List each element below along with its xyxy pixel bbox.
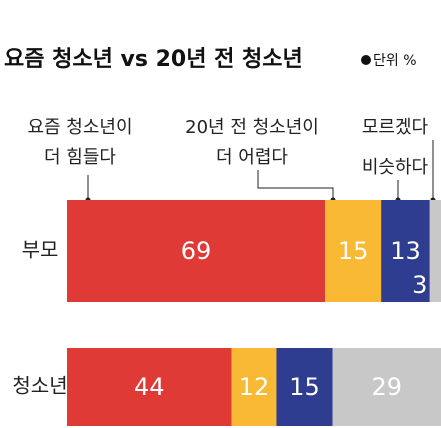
value-label: 3 [412, 271, 427, 299]
unit-dot [361, 55, 371, 65]
bar-segment [231, 348, 277, 426]
value-label: 69 [181, 237, 212, 265]
value-label: 12 [239, 373, 270, 401]
value-label: 29 [371, 373, 402, 401]
bar-segment [332, 348, 441, 426]
value-label: 15 [289, 373, 320, 401]
bar-segment [325, 200, 382, 302]
bar-segment [67, 200, 326, 302]
legend-label: 모르겠다 [362, 117, 429, 138]
value-label: 13 [390, 237, 421, 265]
category-label: 부모 [22, 238, 59, 262]
leader-line [257, 170, 334, 200]
bar-segment [276, 348, 333, 426]
legend-label: 비슷하다 [362, 157, 429, 178]
legend-label: 더 어렵다 [216, 147, 288, 168]
legend-label: 더 힘들다 [44, 147, 116, 168]
unit: 단위 % [373, 53, 417, 69]
chart-title: 요즘 청소년 vs 20년 전 청소년 [4, 47, 303, 72]
bar-segment [381, 200, 430, 302]
value-label: 15 [338, 237, 369, 265]
legend-label: 요즘 청소년이 [27, 117, 132, 138]
bar-segment [429, 200, 441, 302]
category-label: 청소년 [12, 374, 67, 398]
value-label: 44 [134, 373, 165, 401]
bar-segment [67, 348, 232, 426]
legend-label: 20년 전 청소년이 [185, 117, 319, 138]
